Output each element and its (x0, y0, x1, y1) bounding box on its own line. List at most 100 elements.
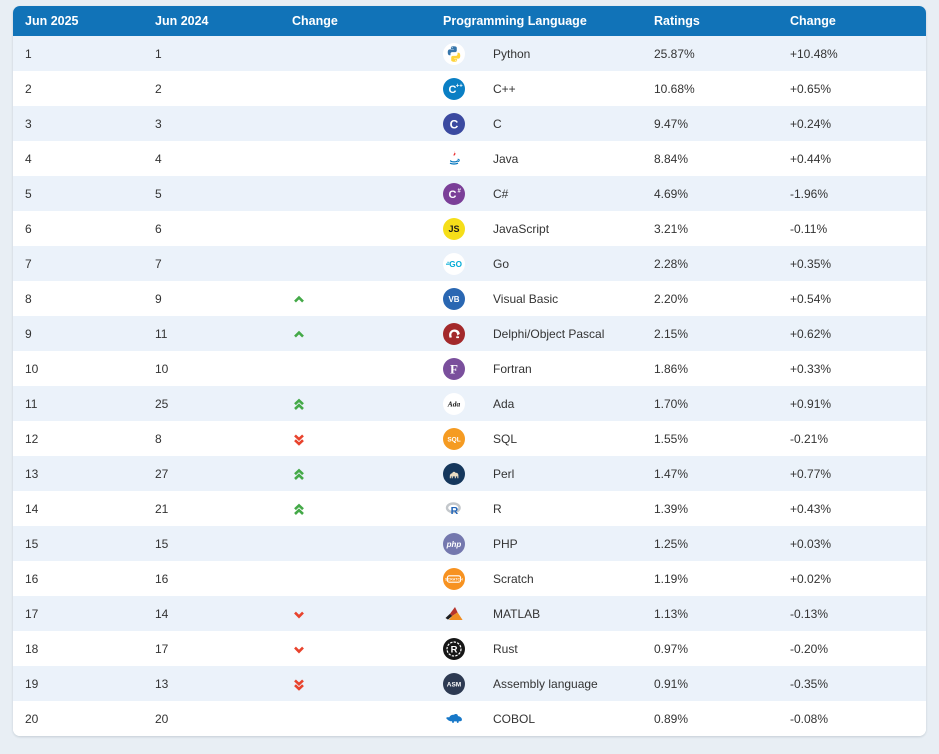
rank-2025-cell: 18 (25, 641, 39, 656)
language-cell: Java (430, 147, 642, 170)
java-icon (443, 147, 465, 170)
rank-2024-cell: 21 (155, 501, 169, 516)
table-row: 13 27 Perl 1.47% +0.77% (13, 456, 926, 491)
column-header-jun-2024: Jun 2024 (155, 14, 209, 28)
rank-2024-cell: 20 (155, 711, 169, 726)
language-cell: Python (430, 42, 642, 65)
rank-2025-cell: 19 (25, 676, 39, 691)
table-row: 15 15 php PHP 1.25% +0.03% (13, 526, 926, 561)
table-row: 4 4 Java 8.84% +0.44% (13, 141, 926, 176)
ratings-cell: 1.25% (654, 536, 689, 551)
rank-2025-cell: 15 (25, 536, 39, 551)
table-row: 6 6 JS JavaScript 3.21% -0.11% (13, 211, 926, 246)
rank-2024-cell: 9 (155, 291, 162, 306)
matlab-icon (443, 603, 465, 625)
ratings-change-cell: +0.03% (790, 536, 832, 551)
ratings-change-cell: +0.65% (790, 81, 832, 96)
column-header-ratings-change: Change (790, 14, 836, 28)
ratings-cell: 10.68% (654, 81, 695, 96)
ratings-change-cell: -0.13% (790, 606, 829, 621)
rank-2024-cell: 10 (155, 361, 169, 376)
language-name: Go (493, 256, 510, 271)
ratings-cell: 4.69% (654, 186, 689, 201)
rank-2024-cell: 8 (155, 431, 162, 446)
rank-2025-cell: 10 (25, 361, 39, 376)
table-row: 19 13 ASM Assembly language 0.91% -0.35% (13, 666, 926, 701)
rank-2024-cell: 6 (155, 221, 162, 236)
javascript-icon: JS (443, 217, 465, 240)
rank-2024-cell: 5 (155, 186, 162, 201)
ratings-change-cell: -0.08% (790, 711, 829, 726)
svg-text:R: R (451, 504, 459, 516)
rank-2025-cell: 16 (25, 571, 39, 586)
table-row: 10 10 F Fortran 1.86% +0.33% (13, 351, 926, 386)
table-row: 12 8 SQL SQL 1.55% -0.21% (13, 421, 926, 456)
svg-text:F: F (450, 361, 458, 376)
language-cell: SQL SQL (430, 427, 642, 450)
column-header-jun-2025: Jun 2025 (25, 14, 79, 28)
rank-2024-cell: 17 (155, 641, 169, 656)
ratings-cell: 0.89% (654, 711, 689, 726)
language-name: C (493, 116, 502, 131)
language-cell: Delphi/Object Pascal (430, 322, 642, 345)
rank-2025-cell: 20 (25, 711, 39, 726)
column-header-ratings: Ratings (654, 14, 700, 28)
table-row: 11 25 Ada Ada 1.70% +0.91% (13, 386, 926, 421)
ada-icon: Ada (443, 392, 465, 415)
language-name: Python (493, 46, 531, 61)
language-cell: C ++ C++ (430, 77, 642, 100)
svg-text:R: R (451, 644, 458, 655)
rank-2024-cell: 15 (155, 536, 169, 551)
cpp-icon: C ++ (443, 77, 465, 100)
language-name: SQL (493, 431, 518, 446)
ratings-change-cell: +0.35% (790, 256, 832, 271)
ratings-cell: 1.39% (654, 501, 689, 516)
ratings-cell: 1.47% (654, 466, 689, 481)
column-header-programming-language: Programming Language (443, 14, 587, 28)
ratings-change-cell: +0.02% (790, 571, 832, 586)
svg-text:Ada: Ada (447, 399, 461, 408)
rank-2025-cell: 13 (25, 466, 39, 481)
ratings-cell: 9.47% (654, 116, 689, 131)
rank-2025-cell: 1 (25, 46, 32, 61)
ratings-cell: 1.55% (654, 431, 689, 446)
ratings-cell: 0.97% (654, 641, 689, 656)
ratings-cell: 0.91% (654, 676, 689, 691)
svg-text:SCRATCH: SCRATCH (445, 577, 463, 581)
perl-icon (443, 462, 465, 485)
language-name: Java (493, 151, 519, 166)
table-row: 3 3 C C 9.47% +0.24% (13, 106, 926, 141)
table-row: 7 7 GO Go 2.28% +0.35% (13, 246, 926, 281)
ratings-cell: 1.13% (654, 606, 689, 621)
position-change-cell (280, 466, 430, 480)
ratings-change-cell: -0.35% (790, 676, 829, 691)
language-name: COBOL (493, 711, 536, 726)
ratings-cell: 1.19% (654, 571, 689, 586)
svg-text:#: # (458, 188, 462, 194)
position-change-cell (280, 291, 430, 305)
ratings-cell: 8.84% (654, 151, 689, 166)
svg-text:php: php (446, 539, 462, 548)
position-change-cell (280, 676, 430, 691)
rank-2024-cell: 25 (155, 396, 169, 411)
fortran-icon: F (443, 357, 465, 380)
svg-text:JS: JS (448, 224, 459, 234)
rank-2025-cell: 6 (25, 221, 32, 236)
svg-text:C: C (449, 83, 457, 95)
table-row: 18 17 R Rust 0.97% -0.20% (13, 631, 926, 666)
ratings-change-cell: -0.21% (790, 431, 829, 446)
table-row: 8 9 VB Visual Basic 2.20% +0.54% (13, 281, 926, 316)
rank-up-double-arrow-icon (294, 398, 304, 410)
position-change-cell (280, 431, 430, 446)
language-cell: F Fortran (430, 357, 642, 380)
ratings-cell: 3.21% (654, 221, 689, 236)
delphi-icon (443, 322, 465, 345)
table-body: 1 1 Python 25.87% +10.48% 2 2 C ++ C++ 10… (13, 36, 926, 736)
language-name: C# (493, 186, 509, 201)
svg-text:GO: GO (449, 260, 462, 269)
rank-up-arrow-icon (294, 330, 304, 338)
visual-basic-icon: VB (443, 287, 465, 310)
table-row: 5 5 C # C# 4.69% -1.96% (13, 176, 926, 211)
rank-2024-cell: 7 (155, 256, 162, 271)
scratch-icon: SCRATCH (443, 567, 465, 590)
